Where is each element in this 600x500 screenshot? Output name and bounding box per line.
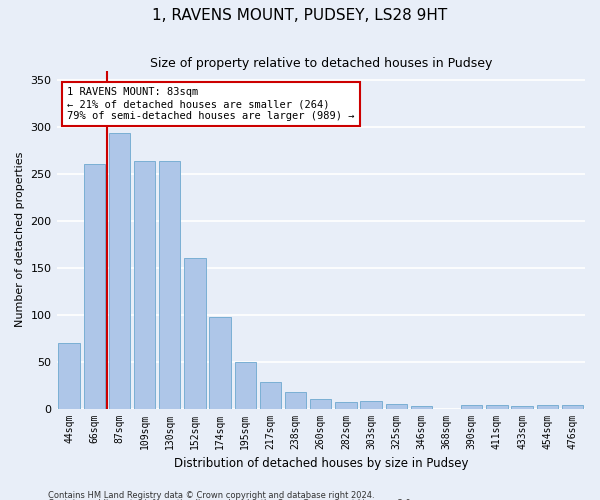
Bar <box>536 405 558 408</box>
Bar <box>58 343 80 408</box>
Bar <box>310 399 331 408</box>
Bar <box>562 405 583 408</box>
Title: Size of property relative to detached houses in Pudsey: Size of property relative to detached ho… <box>149 58 492 70</box>
Bar <box>335 402 356 408</box>
Text: 1, RAVENS MOUNT, PUDSEY, LS28 9HT: 1, RAVENS MOUNT, PUDSEY, LS28 9HT <box>152 8 448 22</box>
X-axis label: Distribution of detached houses by size in Pudsey: Distribution of detached houses by size … <box>173 457 468 470</box>
Bar <box>361 401 382 408</box>
Text: 1 RAVENS MOUNT: 83sqm
← 21% of detached houses are smaller (264)
79% of semi-det: 1 RAVENS MOUNT: 83sqm ← 21% of detached … <box>67 88 355 120</box>
Bar <box>109 134 130 408</box>
Bar <box>411 406 432 408</box>
Bar <box>134 160 155 408</box>
Bar <box>209 316 231 408</box>
Bar <box>159 160 181 408</box>
Bar <box>260 382 281 408</box>
Bar <box>83 164 105 408</box>
Y-axis label: Number of detached properties: Number of detached properties <box>15 152 25 327</box>
Bar <box>386 404 407 408</box>
Bar <box>235 362 256 408</box>
Bar <box>285 392 307 408</box>
Text: Contains HM Land Registry data © Crown copyright and database right 2024.: Contains HM Land Registry data © Crown c… <box>48 490 374 500</box>
Bar <box>461 405 482 408</box>
Bar <box>184 258 206 408</box>
Bar <box>511 406 533 408</box>
Bar <box>486 405 508 408</box>
